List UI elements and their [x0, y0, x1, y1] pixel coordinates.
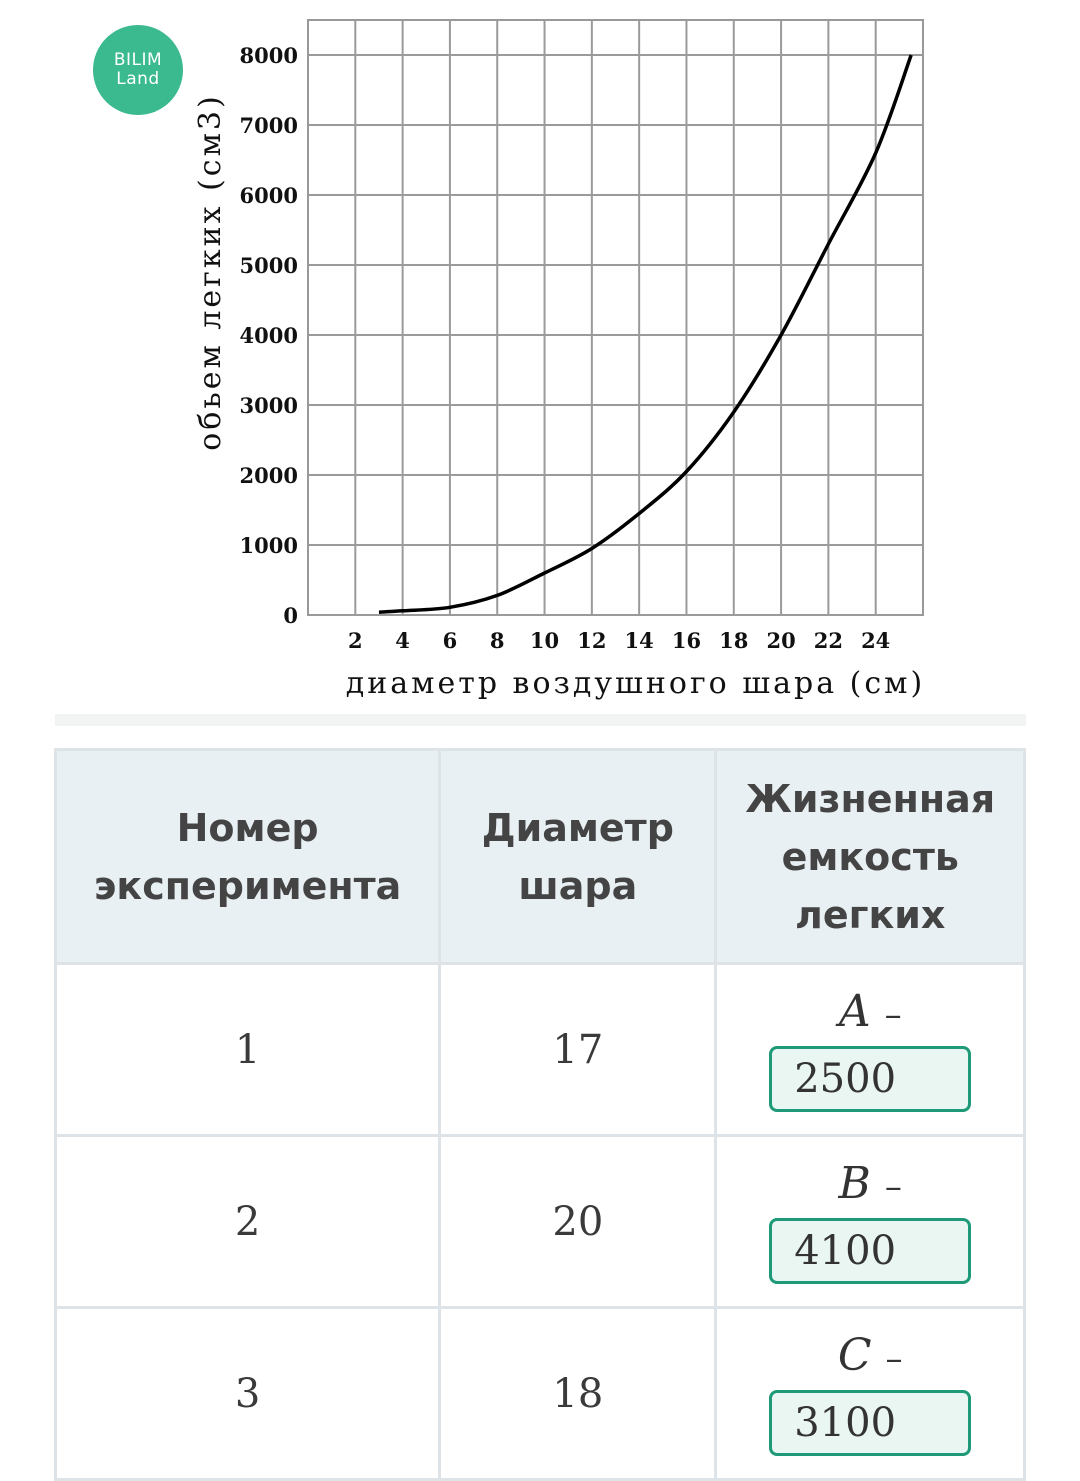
x-tick-label: 12 [577, 628, 606, 653]
capacity-cell: B – 4100 [714, 1134, 1026, 1309]
answer-input[interactable]: 3100 [769, 1390, 972, 1456]
bilimland-logo: BILIM Land [93, 25, 183, 115]
x-tick-label: 8 [490, 628, 505, 653]
x-tick-label: 22 [814, 628, 843, 653]
answer-label: B – [718, 1159, 1022, 1212]
x-tick-label: 14 [625, 628, 654, 653]
experiment-number: 2 [53, 1134, 442, 1309]
y-tick-label: 8000 [240, 43, 298, 68]
answer-letter: A [838, 986, 871, 1037]
answer-input[interactable]: 4100 [769, 1218, 972, 1284]
logo-line2: Land [116, 69, 160, 89]
experiment-number: 1 [53, 962, 442, 1137]
x-axis-title: диаметр воздушного шара (см) [346, 666, 925, 701]
x-tick-label: 18 [719, 628, 748, 653]
x-tick-label: 4 [395, 628, 410, 653]
x-tick-label: 2 [348, 628, 363, 653]
table-row: 3 18 C – 3100 [53, 1306, 1026, 1481]
lung-volume-chart: 2 4 6 8 10 12 14 16 18 20 22 2401000200030004000500… [193, 19, 925, 701]
table-header-row: Номер эксперимента Диаметр шара Жизненна… [53, 748, 1026, 965]
x-tick-label: 20 [766, 628, 795, 653]
y-tick-label: 7000 [240, 113, 298, 138]
table-row: 1 17 A – 2500 [53, 962, 1026, 1137]
answer-input[interactable]: 2500 [769, 1046, 972, 1112]
answer-letter: C [837, 1330, 872, 1381]
header-experiment-number: Номер эксперимента [53, 748, 442, 965]
answer-dash: – [884, 995, 902, 1035]
answer-label: A – [718, 987, 1022, 1040]
plot-area [307, 19, 924, 616]
logo-line1: BILIM [113, 50, 163, 70]
data-series-line [378, 54, 913, 614]
header-diameter: Диаметр шара [438, 748, 718, 965]
answer-label: C – [718, 1331, 1022, 1384]
answer-letter: B [838, 1158, 871, 1209]
separator [55, 714, 1026, 726]
y-tick-label: 1000 [240, 533, 298, 558]
experiment-number: 3 [53, 1306, 442, 1481]
answer-dash: – [884, 1167, 902, 1207]
balloon-diameter: 17 [438, 962, 718, 1137]
experiment-table: Номер эксперимента Диаметр шара Жизненна… [53, 748, 1026, 1481]
y-tick-label: 6000 [240, 183, 298, 208]
table-row: 2 20 B – 4100 [53, 1134, 1026, 1309]
x-tick-label: 6 [443, 628, 458, 653]
capacity-cell: C – 3100 [714, 1306, 1026, 1481]
y-tick-label: 0 [283, 603, 298, 628]
answer-dash: – [885, 1339, 903, 1379]
header-vital-capacity: Жизненная емкость легких [714, 748, 1026, 965]
y-tick-label: 2000 [240, 463, 298, 488]
balloon-diameter: 20 [438, 1134, 718, 1309]
y-tick-label: 3000 [240, 393, 298, 418]
x-tick-label: 16 [672, 628, 701, 653]
y-tick-label: 4000 [240, 323, 298, 348]
y-axis-title: обьем легких (см3) [193, 93, 228, 450]
balloon-diameter: 18 [438, 1306, 718, 1481]
capacity-cell: A – 2500 [714, 962, 1026, 1137]
x-tick-label: 10 [530, 628, 559, 653]
y-tick-label: 5000 [240, 253, 298, 278]
x-tick-label: 24 [861, 628, 890, 653]
